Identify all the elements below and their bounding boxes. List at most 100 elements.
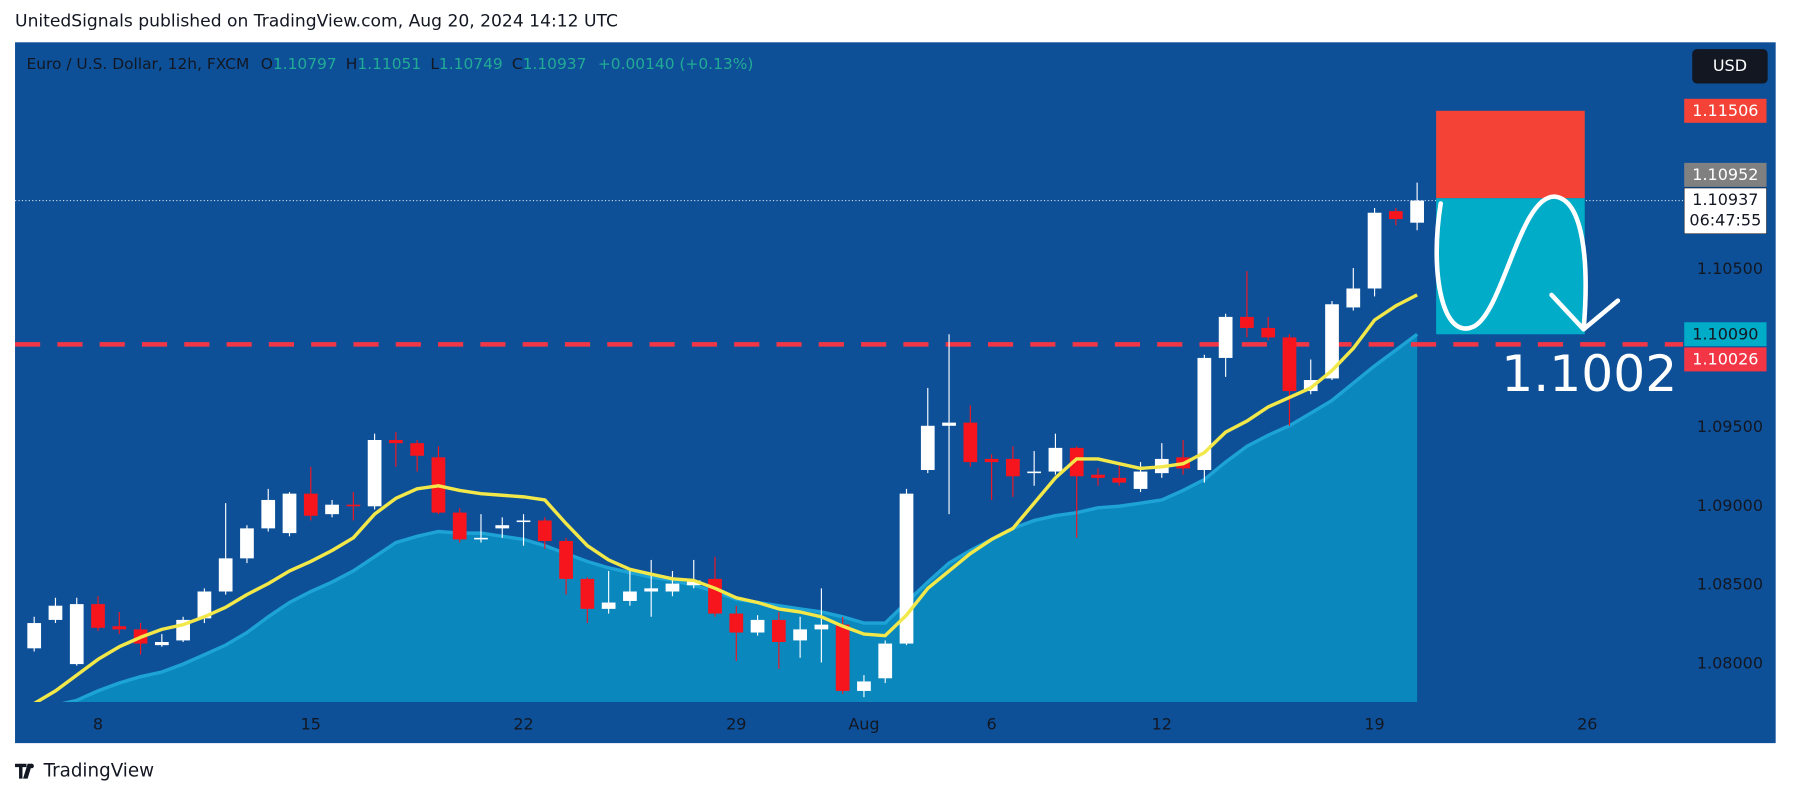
candle-body — [559, 540, 573, 579]
x-tick-label: 22 — [513, 714, 533, 733]
candle-body — [197, 591, 212, 619]
ohlc-value: 1.10749 — [439, 55, 503, 73]
entry-tag — [1684, 162, 1767, 187]
candle-body — [793, 629, 807, 641]
candle-body — [69, 604, 84, 665]
entry-tag-label: 1.10952 — [1692, 165, 1758, 184]
candle-body — [835, 624, 850, 691]
ohlc-letter: L — [430, 55, 439, 73]
tradingview-logo: TradingView — [15, 761, 154, 782]
candle-body — [1388, 211, 1403, 220]
logo-mark — [15, 763, 33, 779]
candle-body — [857, 681, 871, 691]
publish-header: UnitedSignals published on TradingView.c… — [15, 12, 618, 32]
logo-text: TradingView — [43, 761, 155, 782]
candle-body — [261, 499, 276, 529]
candle-body — [1282, 337, 1297, 392]
candle-body — [623, 591, 637, 601]
candle-body — [452, 512, 467, 540]
drawn-arrow — [1434, 194, 1621, 332]
candle-body — [474, 537, 488, 540]
candle-body — [325, 504, 339, 515]
target-tag-label: 1.10090 — [1692, 324, 1758, 343]
symbol-name: Euro / U.S. Dollar, 12h, FXCM — [26, 55, 249, 73]
candle-body — [771, 619, 786, 642]
candle-body — [154, 641, 169, 646]
candle-body — [389, 439, 403, 444]
level-annotation: 1.1002 — [1501, 344, 1677, 403]
candle-body — [942, 422, 956, 426]
stop-zone — [1436, 110, 1585, 199]
candle-body — [665, 583, 680, 592]
currency-label[interactable]: USD — [1713, 56, 1747, 75]
countdown-label: 06:47:55 — [1689, 211, 1761, 230]
candle-body — [580, 578, 595, 609]
candle-body — [1006, 458, 1020, 477]
x-tick-label: 12 — [1152, 714, 1172, 733]
candle-body — [346, 504, 361, 507]
candle-body — [1069, 447, 1084, 477]
candle-body — [899, 493, 914, 644]
ohlc-value: 1.10937 — [523, 55, 587, 73]
candle-body — [282, 493, 297, 534]
ma-area — [34, 334, 1418, 702]
ma-area-edge — [61, 332, 1419, 702]
candle-body — [1091, 474, 1105, 478]
currency-button[interactable] — [1692, 49, 1768, 84]
candle-body — [240, 528, 254, 559]
candle-body — [1346, 288, 1361, 308]
candle-body — [410, 443, 425, 456]
ohlc-value: 1.10797 — [273, 55, 337, 73]
candle-body — [708, 578, 722, 614]
y-tick-label: 1.08000 — [1697, 654, 1763, 673]
level-tag-label: 1.10026 — [1692, 349, 1758, 368]
candle-body — [814, 624, 829, 630]
candle-body — [1367, 212, 1382, 289]
candle-body — [1261, 327, 1276, 338]
candle-body — [1112, 477, 1127, 483]
logo-dot — [29, 763, 34, 769]
candle-body — [1240, 316, 1254, 328]
symbol-legend: Euro / U.S. Dollar, 12h, FXCM O1.10797 H1.… — [26, 55, 753, 73]
candle-body — [878, 643, 893, 679]
level-tag — [1684, 347, 1767, 372]
y-tick-label: 1.09500 — [1697, 417, 1763, 436]
y-tick-label: 1.10500 — [1697, 259, 1763, 278]
candle-body — [218, 558, 233, 592]
ohlc-letter: H — [346, 55, 358, 73]
x-tick-label: 6 — [987, 714, 997, 733]
candle-body — [729, 613, 744, 633]
ohlc-letter: O — [261, 55, 273, 73]
candle-body — [1048, 447, 1063, 472]
stop-tag-label: 1.11506 — [1692, 101, 1758, 120]
x-tick-label: 8 — [93, 714, 103, 733]
x-tick-label: Aug — [848, 714, 879, 733]
candle-body — [303, 493, 318, 516]
candle-body — [91, 604, 105, 628]
x-tick-label: 29 — [726, 714, 746, 733]
ohlc-letter: C — [512, 55, 523, 73]
candle-body — [27, 623, 42, 649]
candle-body — [920, 425, 935, 470]
candle-body — [1027, 471, 1042, 474]
candle-body — [1410, 200, 1424, 223]
current-price-tag — [1683, 187, 1767, 235]
candle-body — [984, 458, 999, 463]
candle-body — [112, 626, 127, 630]
y-tick-label: 1.08500 — [1697, 575, 1763, 594]
current-price-label: 1.10937 — [1692, 190, 1758, 209]
ma-line — [33, 293, 1418, 702]
target-tag — [1684, 322, 1767, 347]
ohlc-value: 1.11051 — [357, 55, 421, 73]
candle-body — [750, 619, 765, 633]
candle-body — [686, 580, 701, 586]
candle-body — [1197, 357, 1212, 470]
x-tick-label: 26 — [1577, 714, 1597, 733]
candle-body — [1218, 316, 1233, 358]
candle-body — [48, 605, 63, 620]
candle-body — [963, 422, 978, 463]
candle-body — [495, 525, 510, 529]
candle-body — [516, 520, 531, 523]
